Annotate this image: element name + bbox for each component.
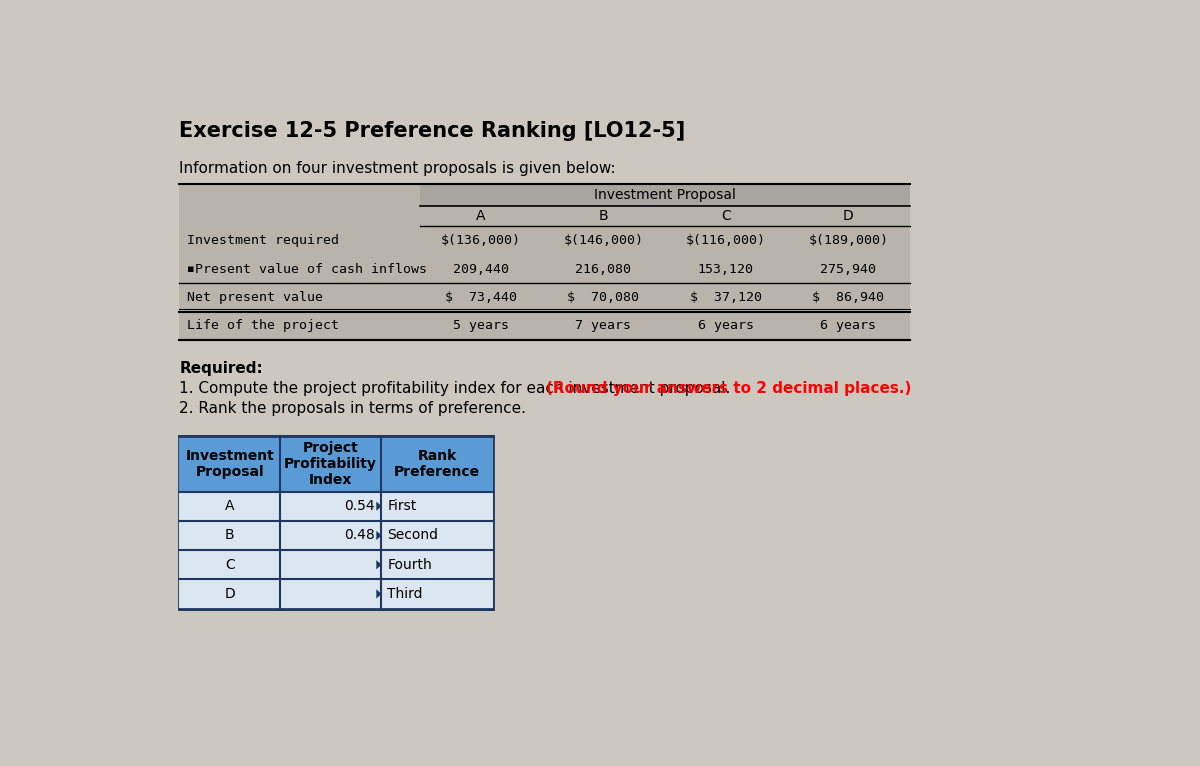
Text: 0.48: 0.48 bbox=[344, 529, 374, 542]
Text: $(136,000): $(136,000) bbox=[440, 234, 521, 247]
Text: D: D bbox=[842, 209, 853, 223]
Text: 6 years: 6 years bbox=[698, 319, 754, 332]
Text: Investment
Proposal: Investment Proposal bbox=[186, 449, 274, 479]
FancyBboxPatch shape bbox=[180, 579, 493, 609]
Text: Second: Second bbox=[388, 529, 438, 542]
FancyBboxPatch shape bbox=[180, 521, 493, 550]
Text: $(116,000): $(116,000) bbox=[686, 234, 766, 247]
FancyBboxPatch shape bbox=[420, 185, 910, 206]
Text: A: A bbox=[476, 209, 486, 223]
FancyBboxPatch shape bbox=[180, 492, 493, 521]
Text: 7 years: 7 years bbox=[575, 319, 631, 332]
Text: $  86,940: $ 86,940 bbox=[812, 291, 884, 304]
Text: Fourth: Fourth bbox=[388, 558, 432, 571]
FancyBboxPatch shape bbox=[180, 185, 910, 340]
Text: B: B bbox=[599, 209, 608, 223]
Text: $  73,440: $ 73,440 bbox=[445, 291, 517, 304]
Polygon shape bbox=[377, 560, 382, 569]
Polygon shape bbox=[377, 531, 382, 540]
Text: D: D bbox=[224, 587, 235, 601]
Text: Project
Profitability
Index: Project Profitability Index bbox=[284, 440, 377, 487]
Text: First: First bbox=[388, 499, 416, 513]
Text: ▪: ▪ bbox=[187, 264, 194, 274]
Text: Net present value: Net present value bbox=[187, 291, 323, 304]
Text: Life of the project: Life of the project bbox=[187, 319, 340, 332]
Text: $(189,000): $(189,000) bbox=[809, 234, 888, 247]
Text: $  37,120: $ 37,120 bbox=[690, 291, 762, 304]
Text: 6 years: 6 years bbox=[821, 319, 876, 332]
Text: Exercise 12-5 Preference Ranking [LO12-5]: Exercise 12-5 Preference Ranking [LO12-5… bbox=[180, 121, 685, 141]
FancyBboxPatch shape bbox=[180, 436, 493, 492]
Text: $(146,000): $(146,000) bbox=[563, 234, 643, 247]
FancyBboxPatch shape bbox=[180, 550, 493, 579]
Text: 209,440: 209,440 bbox=[452, 263, 509, 276]
Text: Required:: Required: bbox=[180, 362, 263, 376]
Polygon shape bbox=[377, 502, 382, 511]
Text: Third: Third bbox=[388, 587, 422, 601]
Text: (Round your answers to 2 decimal places.): (Round your answers to 2 decimal places.… bbox=[546, 381, 912, 397]
Text: 275,940: 275,940 bbox=[821, 263, 876, 276]
Text: 1. Compute the project profitability index for each investment proposal.: 1. Compute the project profitability ind… bbox=[180, 381, 736, 397]
Text: Investment required: Investment required bbox=[187, 234, 340, 247]
Text: 5 years: 5 years bbox=[452, 319, 509, 332]
Text: 153,120: 153,120 bbox=[698, 263, 754, 276]
Text: 216,080: 216,080 bbox=[575, 263, 631, 276]
Text: Present value of cash inflows: Present value of cash inflows bbox=[194, 263, 427, 276]
Text: 2. Rank the proposals in terms of preference.: 2. Rank the proposals in terms of prefer… bbox=[180, 401, 527, 417]
Text: C: C bbox=[224, 558, 235, 571]
Text: C: C bbox=[721, 209, 731, 223]
Text: $  70,080: $ 70,080 bbox=[568, 291, 640, 304]
Text: B: B bbox=[226, 529, 235, 542]
Polygon shape bbox=[377, 589, 382, 598]
Text: Information on four investment proposals is given below:: Information on four investment proposals… bbox=[180, 161, 616, 176]
Text: A: A bbox=[226, 499, 234, 513]
Text: Investment Proposal: Investment Proposal bbox=[594, 188, 736, 202]
Text: 0.54: 0.54 bbox=[344, 499, 374, 513]
Text: Rank
Preference: Rank Preference bbox=[394, 449, 480, 479]
